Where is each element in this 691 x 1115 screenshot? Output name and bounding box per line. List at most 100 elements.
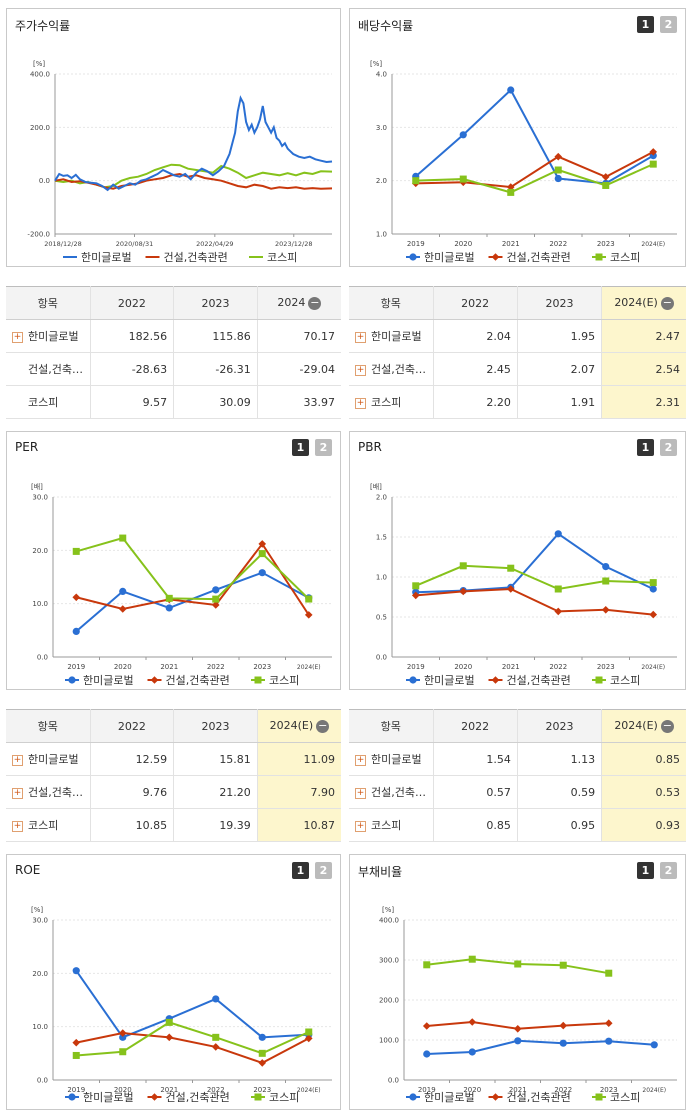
data-point bbox=[555, 167, 562, 174]
table-header-row: 항목 2022 2023 2024(E) − bbox=[349, 287, 686, 320]
panel-title: PBR bbox=[358, 440, 382, 454]
y-tick-label: 0.0 bbox=[388, 1077, 399, 1085]
column-header: 2024(E) − bbox=[602, 287, 686, 320]
row-label[interactable]: + 코스피 bbox=[349, 809, 433, 842]
series-한미글로벌 bbox=[412, 530, 657, 596]
row-name: 코스피 bbox=[28, 819, 58, 832]
data-point bbox=[259, 550, 266, 557]
row-label[interactable]: + 한미글로벌 bbox=[349, 743, 433, 776]
data-point bbox=[554, 608, 562, 616]
x-tick-label: 2022/04/29 bbox=[196, 240, 233, 248]
x-tick-label: 2024(E) bbox=[641, 241, 665, 248]
expand-plus-icon[interactable]: + bbox=[355, 821, 366, 832]
row-label[interactable]: + 건설,건축… bbox=[6, 776, 90, 809]
legend-label: 한미글로벌 bbox=[83, 1091, 134, 1104]
y-tick-label: 0.0 bbox=[37, 654, 48, 662]
row-name: 건설,건축… bbox=[371, 786, 426, 799]
page-2-button[interactable]: 2 bbox=[660, 862, 677, 879]
page-1-button[interactable]: 1 bbox=[637, 862, 654, 879]
legend-label: 건설,건축관련 bbox=[507, 1091, 571, 1104]
column-header-label: 2022 bbox=[461, 297, 489, 310]
x-tick-label: 2024(E) bbox=[642, 1087, 666, 1094]
page-1-button[interactable]: 1 bbox=[292, 862, 309, 879]
x-tick-label: 2024(E) bbox=[297, 664, 321, 671]
table-cell: -26.31 bbox=[174, 353, 258, 386]
expand-plus-icon[interactable]: + bbox=[355, 788, 366, 799]
data-point bbox=[305, 596, 312, 603]
row-name: 코스피 bbox=[371, 396, 401, 409]
expand-plus-icon[interactable]: + bbox=[12, 755, 23, 766]
table-cell: 30.09 bbox=[174, 386, 258, 419]
y-tick-label: 20.0 bbox=[32, 970, 48, 978]
column-header-label: 2024(E) bbox=[614, 719, 658, 732]
per-chart: [배]30.020.010.00.02019 2020 2021 2022 2023 20… bbox=[7, 460, 342, 690]
data-point bbox=[560, 962, 567, 969]
column-header: 2022 bbox=[433, 287, 517, 320]
legend-marker bbox=[409, 253, 416, 260]
expand-plus-icon[interactable]: + bbox=[355, 755, 366, 766]
data-point bbox=[73, 548, 80, 555]
row-label: 코스피 bbox=[6, 386, 90, 419]
page-1-button[interactable]: 1 bbox=[637, 16, 654, 33]
collapse-minus-icon[interactable]: − bbox=[308, 297, 321, 310]
data-point bbox=[514, 1025, 522, 1033]
legend-marker bbox=[68, 676, 75, 683]
table-cell: 2.31 bbox=[602, 386, 686, 419]
row-name: 건설,건축… bbox=[28, 363, 83, 376]
table-cell: 2.07 bbox=[517, 353, 601, 386]
expand-plus-icon[interactable]: + bbox=[355, 332, 366, 343]
collapse-minus-icon[interactable]: − bbox=[316, 720, 329, 733]
table-cell: 21.20 bbox=[174, 776, 258, 809]
data-point bbox=[119, 588, 126, 595]
x-tick-label: 2021 bbox=[502, 663, 520, 671]
legend-label: 코스피 bbox=[269, 674, 299, 687]
row-label[interactable]: + 건설,건축… bbox=[349, 353, 433, 386]
expand-plus-icon[interactable]: + bbox=[355, 365, 366, 376]
legend-marker bbox=[255, 1094, 262, 1101]
table-cell: 0.93 bbox=[602, 809, 686, 842]
column-header: 2023 bbox=[517, 287, 601, 320]
stock-return-panel: 주가수익률 [%] 400.0 200.0 0.0 -200.0 2018/12/28 20… bbox=[6, 8, 341, 267]
y-tick-label: 10.0 bbox=[32, 1023, 48, 1031]
row-label[interactable]: + 한미글로벌 bbox=[349, 320, 433, 353]
row-label[interactable]: + 코스피 bbox=[349, 386, 433, 419]
legend-marker bbox=[492, 676, 500, 684]
data-point bbox=[166, 604, 173, 611]
page-1-button[interactable]: 1 bbox=[637, 439, 654, 456]
y-tick-label: 0.5 bbox=[376, 614, 387, 622]
legend-marker bbox=[596, 1094, 603, 1101]
series-line-한미글로벌 bbox=[55, 98, 332, 190]
y-tick-label: -200.0 bbox=[27, 231, 50, 239]
series-코스피 bbox=[73, 535, 313, 603]
page-1-button[interactable]: 1 bbox=[292, 439, 309, 456]
expand-plus-icon[interactable]: + bbox=[355, 398, 366, 409]
page-2-button[interactable]: 2 bbox=[660, 439, 677, 456]
row-label[interactable]: + 건설,건축… bbox=[349, 776, 433, 809]
table-cell: 1.95 bbox=[517, 320, 601, 353]
series-line bbox=[416, 534, 654, 592]
page-2-button[interactable]: 2 bbox=[315, 862, 332, 879]
collapse-minus-icon[interactable]: − bbox=[661, 720, 674, 733]
table-cell: 0.95 bbox=[517, 809, 601, 842]
data-point bbox=[212, 586, 219, 593]
expand-plus-icon[interactable]: + bbox=[12, 821, 23, 832]
row-label[interactable]: + 한미글로벌 bbox=[6, 320, 90, 353]
data-point bbox=[555, 586, 562, 593]
column-header-label: 항목 bbox=[381, 720, 401, 733]
legend: 한미글로벌 건설,건축관련 코스피 bbox=[406, 251, 640, 264]
expand-plus-icon[interactable]: + bbox=[12, 788, 23, 799]
page-2-button[interactable]: 2 bbox=[660, 16, 677, 33]
x-tick-label: 2021 bbox=[502, 240, 520, 248]
legend-label: 한미글로벌 bbox=[81, 251, 132, 264]
row-label[interactable]: + 한미글로벌 bbox=[6, 743, 90, 776]
expand-plus-icon[interactable]: + bbox=[12, 332, 23, 343]
row-label[interactable]: + 코스피 bbox=[6, 809, 90, 842]
data-point bbox=[460, 131, 467, 138]
dividend-yield-chart: [%]4.03.02.01.02019 2020 2021 2022 2023 2024(… bbox=[350, 37, 687, 267]
page-2-button[interactable]: 2 bbox=[315, 439, 332, 456]
collapse-minus-icon[interactable]: − bbox=[661, 297, 674, 310]
data-point bbox=[212, 1043, 220, 1051]
data-point bbox=[166, 595, 173, 602]
series-line bbox=[76, 1022, 309, 1055]
data-point bbox=[165, 1034, 173, 1042]
